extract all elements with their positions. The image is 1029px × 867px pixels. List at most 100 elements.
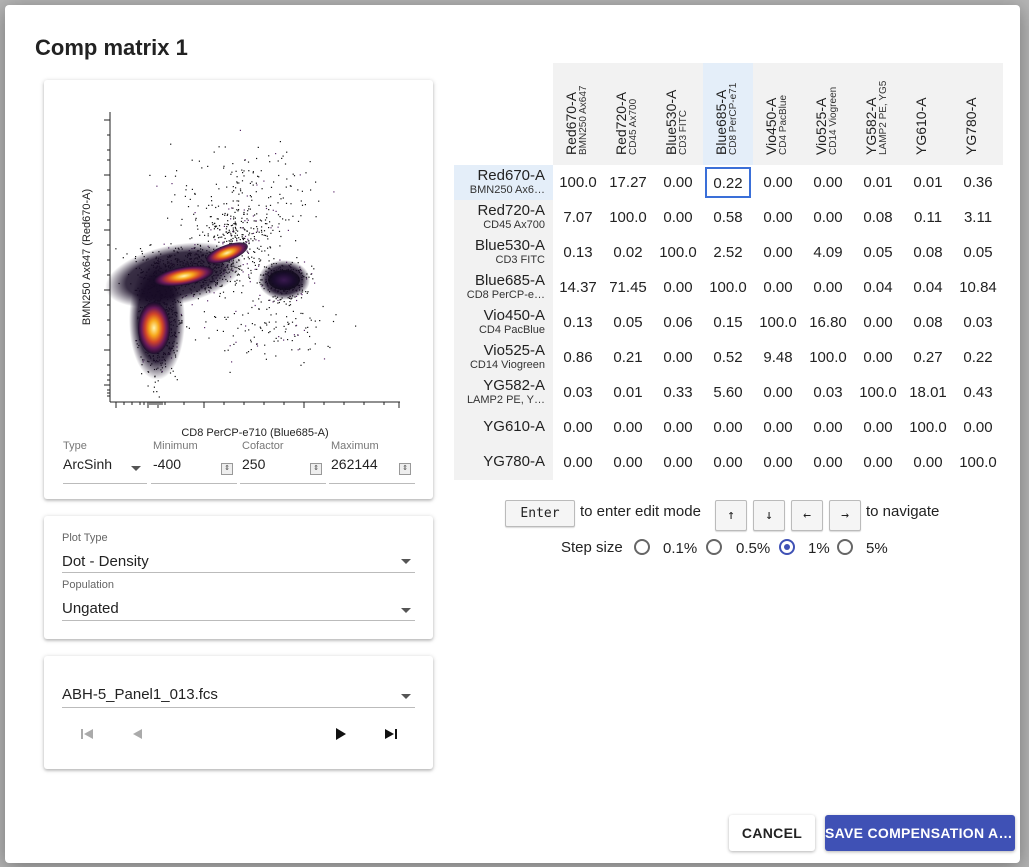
matrix-cell[interactable]: 7.07 bbox=[563, 209, 593, 226]
matrix-cell[interactable]: 0.04 bbox=[863, 279, 893, 296]
matrix-cell-selected[interactable]: 0.22 bbox=[705, 167, 751, 198]
maximum-stepper-icon[interactable]: ⇕ bbox=[399, 463, 411, 475]
matrix-cell[interactable]: 0.00 bbox=[613, 454, 643, 471]
matrix-cell[interactable]: 0.06 bbox=[663, 314, 693, 331]
save-compensation-button[interactable]: SAVE COMPENSATION AS... bbox=[825, 815, 1015, 851]
axis-cofactor-field[interactable]: Cofactor 250 bbox=[242, 440, 284, 472]
matrix-cell[interactable]: 0.00 bbox=[763, 244, 793, 261]
matrix-cell[interactable]: 0.00 bbox=[763, 419, 793, 436]
matrix-cell[interactable]: 100.0 bbox=[659, 244, 697, 261]
matrix-cell[interactable]: 100.0 bbox=[559, 174, 597, 191]
matrix-cell[interactable]: 0.08 bbox=[913, 244, 943, 261]
file-select[interactable]: ABH-5_Panel1_013.fcs bbox=[62, 686, 218, 703]
matrix-cell[interactable]: 0.00 bbox=[663, 419, 693, 436]
matrix-cell[interactable]: 2.52 bbox=[713, 244, 743, 261]
first-file-icon[interactable] bbox=[80, 727, 94, 741]
matrix-cell[interactable]: 0.43 bbox=[963, 384, 993, 401]
matrix-cell[interactable]: 0.04 bbox=[913, 279, 943, 296]
matrix-cell[interactable]: 0.00 bbox=[813, 419, 843, 436]
matrix-cell[interactable]: 0.00 bbox=[963, 419, 993, 436]
matrix-cell[interactable]: 0.02 bbox=[613, 244, 643, 261]
matrix-cell[interactable]: 0.00 bbox=[763, 279, 793, 296]
matrix-cell[interactable]: 17.27 bbox=[609, 174, 647, 191]
matrix-cell[interactable]: 0.05 bbox=[613, 314, 643, 331]
matrix-cell[interactable]: 0.00 bbox=[563, 454, 593, 471]
matrix-cell[interactable]: 0.00 bbox=[813, 174, 843, 191]
axis-type-field[interactable]: Type ArcSinh bbox=[63, 440, 112, 472]
matrix-cell[interactable]: 100.0 bbox=[909, 419, 947, 436]
axis-maximum-field[interactable]: Maximum 262144 bbox=[331, 440, 379, 472]
matrix-cell[interactable]: 0.11 bbox=[913, 209, 943, 226]
matrix-cell[interactable]: 0.01 bbox=[613, 384, 643, 401]
matrix-cell[interactable]: 0.03 bbox=[963, 314, 993, 331]
matrix-cell[interactable]: 0.00 bbox=[863, 454, 893, 471]
density-plot[interactable]: BMN250 Ax647 (Red670-A) CD8 PerCP-e710 (… bbox=[44, 80, 433, 440]
matrix-cell[interactable]: 0.00 bbox=[813, 209, 843, 226]
step-radio-0-1[interactable] bbox=[634, 539, 650, 555]
matrix-cell[interactable]: 100.0 bbox=[759, 314, 797, 331]
cancel-button[interactable]: CANCEL bbox=[729, 815, 815, 851]
matrix-cell[interactable]: 18.01 bbox=[909, 384, 947, 401]
chevron-down-icon[interactable] bbox=[401, 608, 411, 613]
matrix-cell[interactable]: 0.03 bbox=[563, 384, 593, 401]
matrix-cell[interactable]: 0.08 bbox=[913, 314, 943, 331]
matrix-cell[interactable]: 0.00 bbox=[763, 209, 793, 226]
cofactor-stepper-icon[interactable]: ⇕ bbox=[310, 463, 322, 475]
matrix-cell[interactable]: 16.80 bbox=[809, 314, 847, 331]
matrix-cell[interactable]: 0.00 bbox=[863, 419, 893, 436]
matrix-cell[interactable]: 0.00 bbox=[663, 174, 693, 191]
matrix-cell[interactable]: 0.00 bbox=[863, 314, 893, 331]
matrix-cell[interactable]: 0.00 bbox=[663, 454, 693, 471]
population-select[interactable]: Ungated bbox=[62, 600, 119, 617]
matrix-cell[interactable]: 0.13 bbox=[563, 314, 593, 331]
matrix-cell[interactable]: 0.00 bbox=[813, 279, 843, 296]
matrix-cell[interactable]: 9.48 bbox=[763, 349, 793, 366]
matrix-cell[interactable]: 3.11 bbox=[963, 209, 993, 226]
step-radio-1[interactable] bbox=[779, 539, 795, 555]
matrix-cell[interactable]: 0.36 bbox=[963, 174, 993, 191]
matrix-cell[interactable]: 0.00 bbox=[813, 454, 843, 471]
matrix-cell[interactable]: 100.0 bbox=[609, 209, 647, 226]
step-radio-5[interactable] bbox=[837, 539, 853, 555]
matrix-cell[interactable]: 0.00 bbox=[563, 419, 593, 436]
matrix-cell[interactable]: 0.00 bbox=[763, 454, 793, 471]
matrix-cell[interactable]: 0.00 bbox=[663, 349, 693, 366]
matrix-cell[interactable]: 5.60 bbox=[713, 384, 743, 401]
matrix-cell[interactable]: 0.00 bbox=[663, 279, 693, 296]
matrix-cell[interactable]: 0.03 bbox=[813, 384, 843, 401]
matrix-cell[interactable]: 0.00 bbox=[913, 454, 943, 471]
matrix-cell[interactable]: 100.0 bbox=[859, 384, 897, 401]
plot-type-select[interactable]: Dot - Density bbox=[62, 553, 149, 570]
matrix-cell[interactable]: 100.0 bbox=[709, 279, 747, 296]
matrix-cell[interactable]: 0.05 bbox=[963, 244, 993, 261]
axis-minimum-field[interactable]: Minimum -400 bbox=[153, 440, 198, 472]
matrix-cell[interactable]: 0.00 bbox=[763, 174, 793, 191]
matrix-cell[interactable]: 4.09 bbox=[813, 244, 843, 261]
matrix-cell[interactable]: 0.00 bbox=[863, 349, 893, 366]
matrix-cell[interactable]: 0.33 bbox=[663, 384, 693, 401]
chevron-down-icon[interactable] bbox=[401, 694, 411, 699]
matrix-cell[interactable]: 0.13 bbox=[563, 244, 593, 261]
matrix-cell[interactable]: 0.05 bbox=[863, 244, 893, 261]
matrix-cell[interactable]: 0.27 bbox=[913, 349, 943, 366]
chevron-down-icon[interactable] bbox=[131, 466, 141, 471]
matrix-cell[interactable]: 100.0 bbox=[959, 454, 997, 471]
matrix-cell[interactable]: 0.08 bbox=[863, 209, 893, 226]
matrix-cell[interactable]: 14.37 bbox=[559, 279, 597, 296]
previous-file-icon[interactable] bbox=[130, 727, 144, 741]
matrix-cell[interactable]: 0.15 bbox=[713, 314, 743, 331]
matrix-cell[interactable]: 0.00 bbox=[713, 419, 743, 436]
matrix-cell[interactable]: 71.45 bbox=[609, 279, 647, 296]
matrix-cell[interactable]: 0.22 bbox=[963, 349, 993, 366]
matrix-cell[interactable]: 0.00 bbox=[663, 209, 693, 226]
step-radio-0-5[interactable] bbox=[706, 539, 722, 555]
matrix-cell[interactable]: 0.86 bbox=[563, 349, 593, 366]
matrix-cell[interactable]: 0.58 bbox=[713, 209, 743, 226]
matrix-cell[interactable]: 0.00 bbox=[763, 384, 793, 401]
matrix-cell[interactable]: 100.0 bbox=[809, 349, 847, 366]
matrix-cell[interactable]: 0.52 bbox=[713, 349, 743, 366]
matrix-cell[interactable]: 0.00 bbox=[613, 419, 643, 436]
matrix-cell[interactable]: 0.01 bbox=[913, 174, 943, 191]
matrix-cell[interactable]: 10.84 bbox=[959, 279, 997, 296]
matrix-cell[interactable]: 0.01 bbox=[863, 174, 893, 191]
